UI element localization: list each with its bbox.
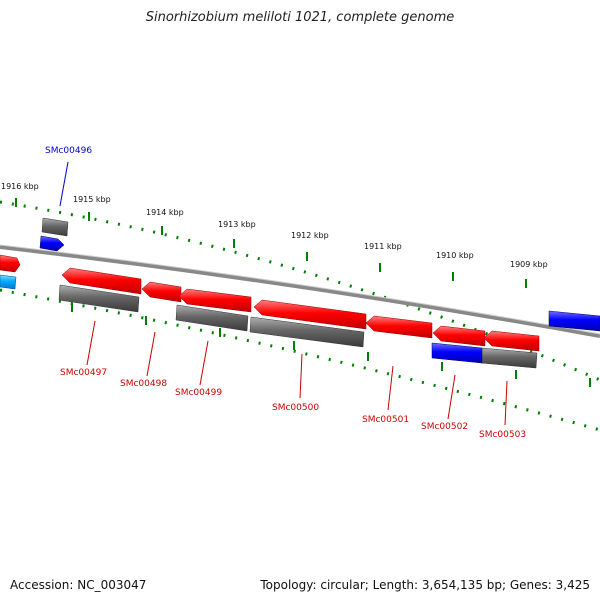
gene-block[interactable] [175, 304, 249, 332]
scale-label-1913: 1913 kbp [218, 220, 256, 229]
gene-block[interactable] [0, 254, 21, 273]
gene-block[interactable] [141, 281, 182, 303]
inner-tick-ring [0, 288, 600, 432]
gene-block[interactable] [0, 274, 17, 290]
gene-label-SMc00501[interactable]: SMc00501 [362, 415, 409, 425]
gene-label-SMc00503[interactable]: SMc00503 [479, 430, 526, 440]
scale-label-1914: 1914 kbp [146, 208, 184, 217]
scale-label-1916: 1916 kbp [1, 182, 39, 191]
outer-major-ticks [15, 198, 527, 288]
gene-label-SMc00500[interactable]: SMc00500 [272, 403, 319, 413]
genome-summary: Topology: circular; Length: 3,654,135 bp… [260, 578, 590, 592]
gene-block[interactable] [431, 342, 483, 364]
outer-tick-ring [0, 200, 600, 382]
gene-block[interactable] [548, 310, 600, 332]
gene-label-SMc00499[interactable]: SMc00499 [175, 388, 222, 398]
accession-text: Accession: NC_003047 [10, 578, 147, 592]
scale-label-1909: 1909 kbp [510, 260, 548, 269]
gene-block[interactable] [39, 235, 65, 252]
gene-block[interactable] [41, 217, 69, 237]
gene-block[interactable] [58, 284, 140, 313]
genome-backbone-highlight [0, 244, 600, 335]
scale-label-1915: 1915 kbp [73, 195, 111, 204]
gene-label-SMc00502[interactable]: SMc00502 [421, 422, 468, 432]
genome-backbone [0, 245, 600, 338]
gene-label-SMc00498[interactable]: SMc00498 [120, 379, 167, 389]
gene-block[interactable] [483, 330, 540, 352]
scale-label-1911: 1911 kbp [364, 242, 402, 251]
forward-genes [0, 254, 540, 352]
gene-block[interactable] [432, 325, 486, 347]
gene-block[interactable] [61, 267, 142, 295]
gene-block[interactable] [249, 316, 365, 348]
gray-features [41, 217, 538, 369]
inner-major-ticks [71, 303, 591, 387]
gene-block[interactable] [253, 299, 367, 330]
map-title: Sinorhizobium meliloti 1021, complete ge… [145, 10, 455, 25]
scale-label-1910: 1910 kbp [436, 251, 474, 260]
gene-block[interactable] [178, 288, 252, 313]
gene-label-SMc00496[interactable]: SMc00496 [45, 146, 92, 156]
scale-label-1912: 1912 kbp [291, 231, 329, 240]
label-leaders [59, 161, 508, 426]
gene-block[interactable] [365, 315, 433, 339]
gene-block[interactable] [480, 347, 538, 369]
blue-features [0, 235, 600, 364]
gene-label-SMc00497[interactable]: SMc00497 [60, 368, 107, 378]
